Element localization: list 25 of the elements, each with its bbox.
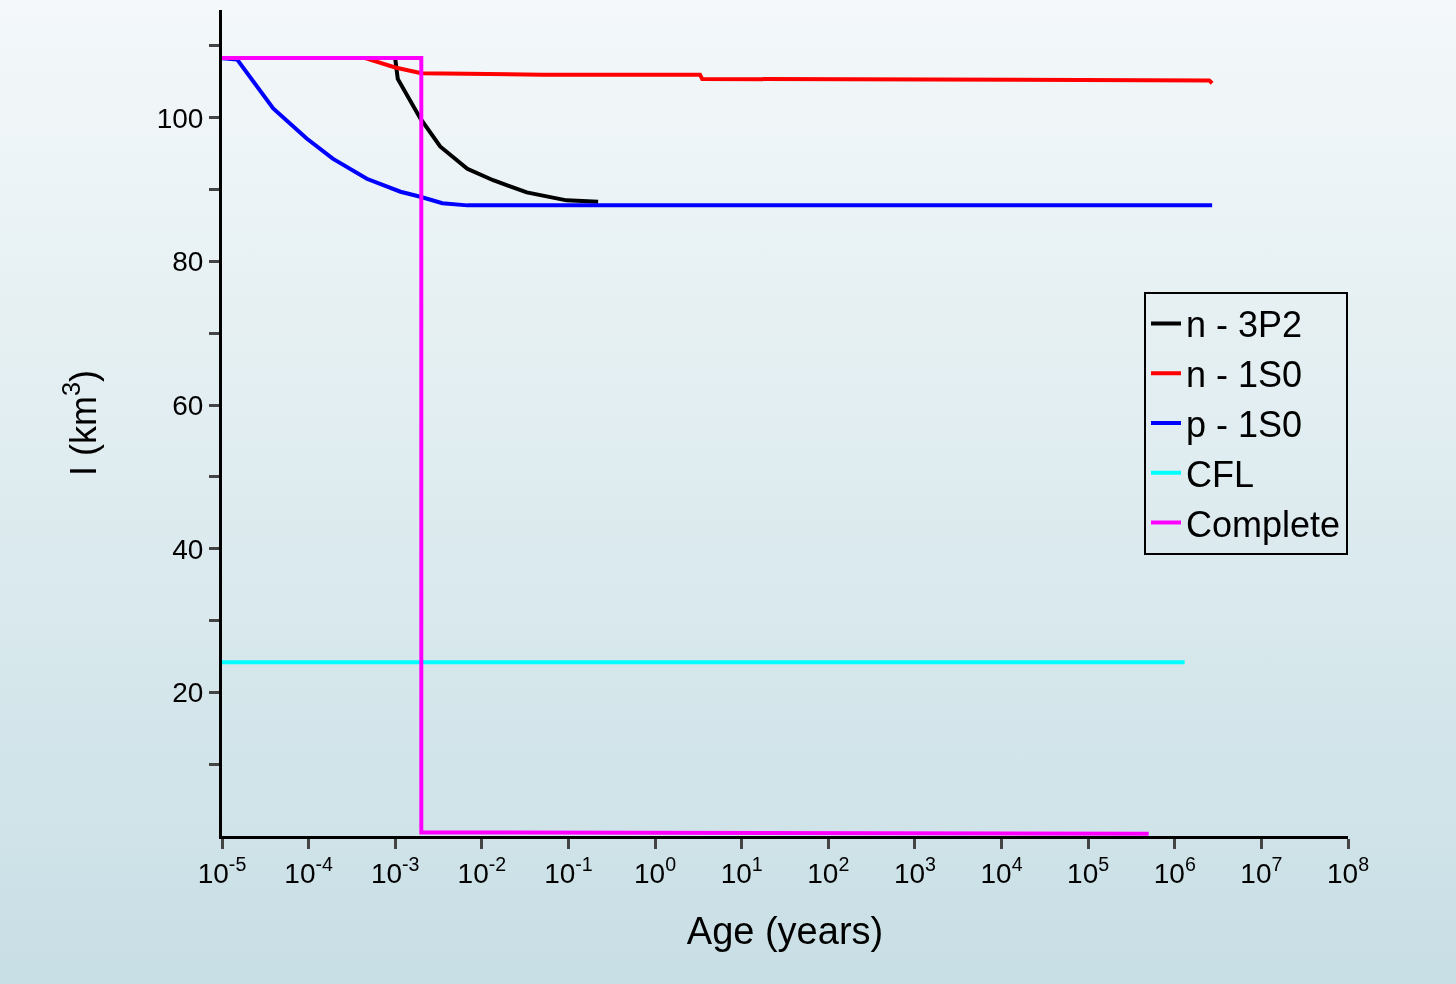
- legend-label: p - 1S0: [1186, 404, 1303, 446]
- x-tick-label: 10$^{-2}$: [457, 852, 507, 889]
- legend-label: n - 3P2: [1186, 304, 1303, 346]
- x-tick-label: 10$^{4}$: [980, 852, 1023, 889]
- x-tick-label: 10$^{-3}$: [370, 852, 420, 889]
- x-tick-label: 10$^{0}$: [634, 852, 677, 889]
- x-tick-label: 10$^{2}$: [807, 852, 850, 889]
- legend-label: CFL: [1186, 453, 1255, 495]
- y-tick-label: 80: [172, 246, 204, 278]
- x-tick-label: 10$^{5}$: [1067, 852, 1110, 889]
- x-tick-label: 10$^{6}$: [1153, 852, 1196, 889]
- x-tick-label: 10$^{-1}$: [544, 852, 593, 889]
- x-axis-title: Age (years): [686, 909, 884, 952]
- x-tick-label: 10$^{8}$: [1326, 852, 1370, 889]
- x-tick-label: 10$^{3}$: [893, 852, 937, 889]
- y-tick-label: 60: [172, 389, 204, 421]
- y-tick-label: 20: [172, 677, 204, 709]
- y-tick-label: 100: [156, 102, 204, 134]
- x-tick-label: 10$^{-4}$: [284, 852, 333, 889]
- x-tick-label: 10$^{7}$: [1240, 852, 1283, 889]
- x-tick-label: 10$^{1}$: [720, 852, 763, 889]
- y-tick-label: 40: [172, 533, 204, 565]
- legend-label: Complete: [1186, 503, 1341, 545]
- x-tick-label: 10$^{-5}$: [197, 852, 247, 889]
- legend-label: n - 1S0: [1186, 354, 1303, 396]
